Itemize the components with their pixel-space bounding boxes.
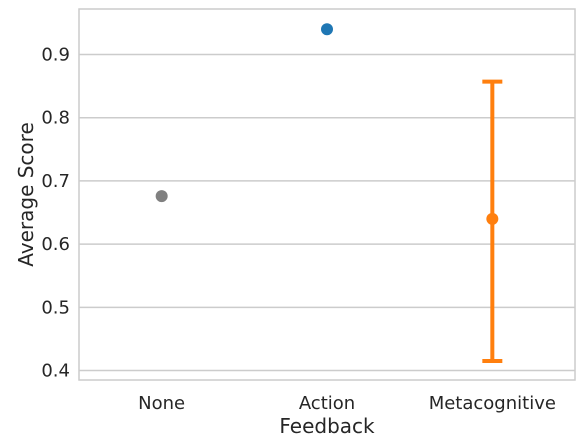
- x-tick-label: None: [138, 393, 185, 414]
- y-tick-label: 0.8: [41, 108, 70, 129]
- x-axis-title: Feedback: [279, 414, 375, 438]
- y-tick-label: 0.4: [41, 361, 70, 382]
- x-tick-label: Metacognitive: [429, 393, 556, 414]
- y-tick-label: 0.6: [41, 234, 70, 255]
- y-tick-label: 0.9: [41, 45, 70, 66]
- data-point-metacognitive: [486, 212, 499, 225]
- x-tick-label: Action: [299, 393, 355, 414]
- x-tick-labels: None Action Metacognitive: [138, 393, 556, 414]
- data-points: [155, 23, 499, 225]
- y-axis-title: Average Score: [14, 122, 38, 267]
- data-point-none: [155, 190, 168, 203]
- y-tick-label: 0.5: [41, 297, 70, 318]
- y-tick-labels: 0.4 0.5 0.6 0.7 0.8 0.9: [41, 45, 70, 382]
- y-tick-label: 0.7: [41, 171, 70, 192]
- plot-frame: [78, 8, 576, 381]
- grid-lines: [79, 53, 575, 372]
- data-point-action: [321, 23, 333, 36]
